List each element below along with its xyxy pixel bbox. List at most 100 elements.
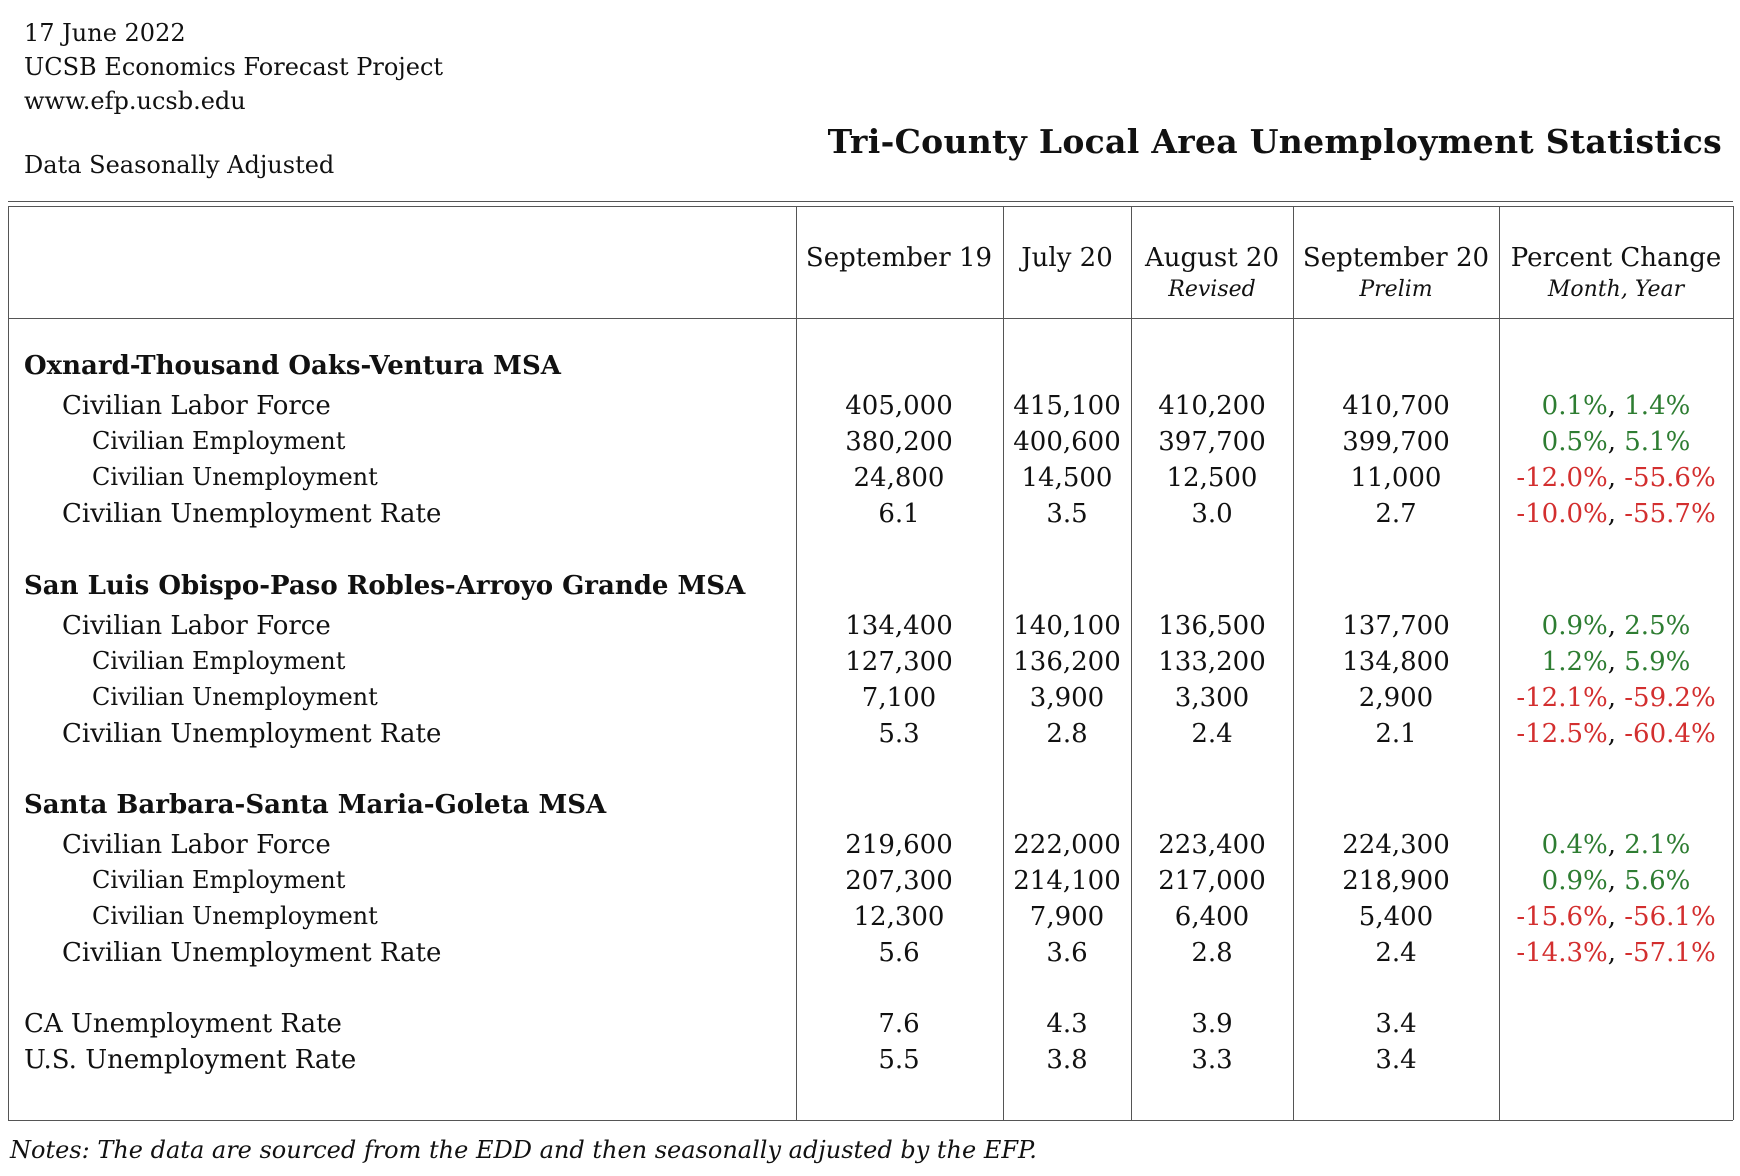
table-cell: 400,600: [1013, 427, 1121, 457]
percent-change-cell: 0.5%, 5.1%: [1501, 427, 1731, 457]
table-cell: 6,400: [1174, 902, 1250, 932]
table-cell: 3.3: [1191, 1045, 1233, 1075]
table-cell: 12,500: [1166, 463, 1258, 493]
row-label: Civilian Employment: [92, 866, 346, 894]
row-label: U.S. Unemployment Rate: [24, 1045, 357, 1075]
table-cell: 214,100: [1013, 866, 1121, 896]
change-separator: ,: [1607, 611, 1625, 641]
year-change: -55.7%: [1624, 499, 1716, 529]
change-separator: ,: [1607, 683, 1625, 713]
table-cell: 12,300: [853, 902, 945, 932]
month-change: -15.6%: [1516, 902, 1608, 932]
column-divider: [796, 206, 797, 1120]
percent-change-cell: -15.6%, -56.1%: [1501, 902, 1731, 932]
year-change: 1.4%: [1624, 391, 1691, 421]
column-header-label: September 20: [1302, 243, 1490, 273]
page-title: Tri-County Local Area Unemployment Stati…: [827, 122, 1722, 161]
column-header-label: July 20: [1021, 243, 1113, 273]
row-label: Civilian Unemployment Rate: [62, 938, 442, 968]
change-separator: ,: [1607, 866, 1625, 896]
table-cell: 2.8: [1046, 719, 1088, 749]
table-cell: 3.5: [1046, 499, 1088, 529]
column-divider: [1131, 206, 1132, 1120]
table-cell: 2.4: [1375, 938, 1417, 968]
table-cell: 410,700: [1342, 391, 1450, 421]
table-cell: 3.0: [1191, 499, 1233, 529]
column-header-label: August 20: [1144, 243, 1280, 273]
month-change: 0.9%: [1541, 866, 1608, 896]
table-left-border: [8, 206, 9, 1120]
table-right-border: [1733, 206, 1734, 1120]
table-cell: 415,100: [1013, 391, 1121, 421]
table-cell: 224,300: [1342, 830, 1450, 860]
column-header: September 19: [799, 243, 999, 273]
change-separator: ,: [1607, 499, 1625, 529]
table-cell: 136,500: [1158, 611, 1266, 641]
column-header-label: September 19: [805, 243, 993, 273]
table-cell: 140,100: [1013, 611, 1121, 641]
table-cell: 3.9: [1191, 1009, 1233, 1039]
row-label: Civilian Unemployment: [92, 683, 378, 711]
table-top-rule-1: [8, 201, 1733, 202]
percent-change-cell: 1.2%, 5.9%: [1501, 647, 1731, 677]
row-label: Civilian Employment: [92, 647, 346, 675]
row-label: Civilian Unemployment Rate: [62, 719, 442, 749]
table-cell: 217,000: [1158, 866, 1266, 896]
table-cell: 399,700: [1342, 427, 1450, 457]
percent-change-cell: 0.4%, 2.1%: [1501, 830, 1731, 860]
percent-change-cell: -12.0%, -55.6%: [1501, 463, 1731, 493]
section-title: San Luis Obispo-Paso Robles-Arroyo Grand…: [24, 571, 746, 601]
table-cell: 3,900: [1029, 683, 1105, 713]
column-header-sub: Prelim: [1359, 277, 1433, 302]
column-divider: [1003, 206, 1004, 1120]
section-title: Oxnard-Thousand Oaks-Ventura MSA: [24, 351, 561, 381]
table-cell: 24,800: [853, 463, 945, 493]
column-header: Percent Change Month, Year: [1501, 243, 1731, 302]
percent-change-cell: 0.9%, 2.5%: [1501, 611, 1731, 641]
table-cell: 4.3: [1046, 1009, 1088, 1039]
year-change: -57.1%: [1624, 938, 1716, 968]
table-cell: 134,800: [1342, 647, 1450, 677]
month-change: 0.5%: [1541, 427, 1608, 457]
table-cell: 397,700: [1158, 427, 1266, 457]
row-label: Civilian Labor Force: [62, 611, 331, 641]
year-change: 2.1%: [1624, 830, 1691, 860]
table-cell: 3,300: [1174, 683, 1250, 713]
table-cell: 410,200: [1158, 391, 1266, 421]
table-cell: 137,700: [1342, 611, 1450, 641]
percent-change-cell: -12.5%, -60.4%: [1501, 719, 1731, 749]
header-date: 17 June 2022: [24, 19, 186, 47]
table-cell: 5,400: [1358, 902, 1434, 932]
table-cell: 3.8: [1046, 1045, 1088, 1075]
year-change: -56.1%: [1624, 902, 1716, 932]
row-label: Civilian Labor Force: [62, 830, 331, 860]
seasonally-adjusted-note: Data Seasonally Adjusted: [24, 151, 335, 179]
table-cell: 7.6: [878, 1009, 920, 1039]
change-separator: ,: [1607, 391, 1625, 421]
table-cell: 14,500: [1021, 463, 1113, 493]
year-change: 2.5%: [1624, 611, 1691, 641]
row-label: Civilian Employment: [92, 427, 346, 455]
row-label: Civilian Labor Force: [62, 391, 331, 421]
percent-change-cell: -10.0%, -55.7%: [1501, 499, 1731, 529]
table-cell: 380,200: [845, 427, 953, 457]
table-cell: 6.1: [878, 499, 920, 529]
change-separator: ,: [1607, 427, 1625, 457]
row-label: Civilian Unemployment: [92, 902, 378, 930]
percent-change-cell: 0.1%, 1.4%: [1501, 391, 1731, 421]
month-change: 0.9%: [1541, 611, 1608, 641]
header-bottom-rule: [8, 318, 1733, 319]
table-cell: 5.3: [878, 719, 920, 749]
table-cell: 127,300: [845, 647, 953, 677]
table-cell: 7,100: [861, 683, 937, 713]
notes: Notes: The data are sourced from the EDD…: [10, 1136, 1037, 1164]
row-label: Civilian Unemployment Rate: [62, 499, 442, 529]
header-org: UCSB Economics Forecast Project: [24, 53, 444, 81]
change-separator: ,: [1607, 902, 1625, 932]
table-cell: 3.4: [1375, 1009, 1417, 1039]
table-cell: 218,900: [1342, 866, 1450, 896]
column-header: August 20 Revised: [1133, 243, 1291, 302]
change-separator: ,: [1607, 719, 1625, 749]
year-change: -55.6%: [1624, 463, 1716, 493]
table-cell: 405,000: [845, 391, 953, 421]
